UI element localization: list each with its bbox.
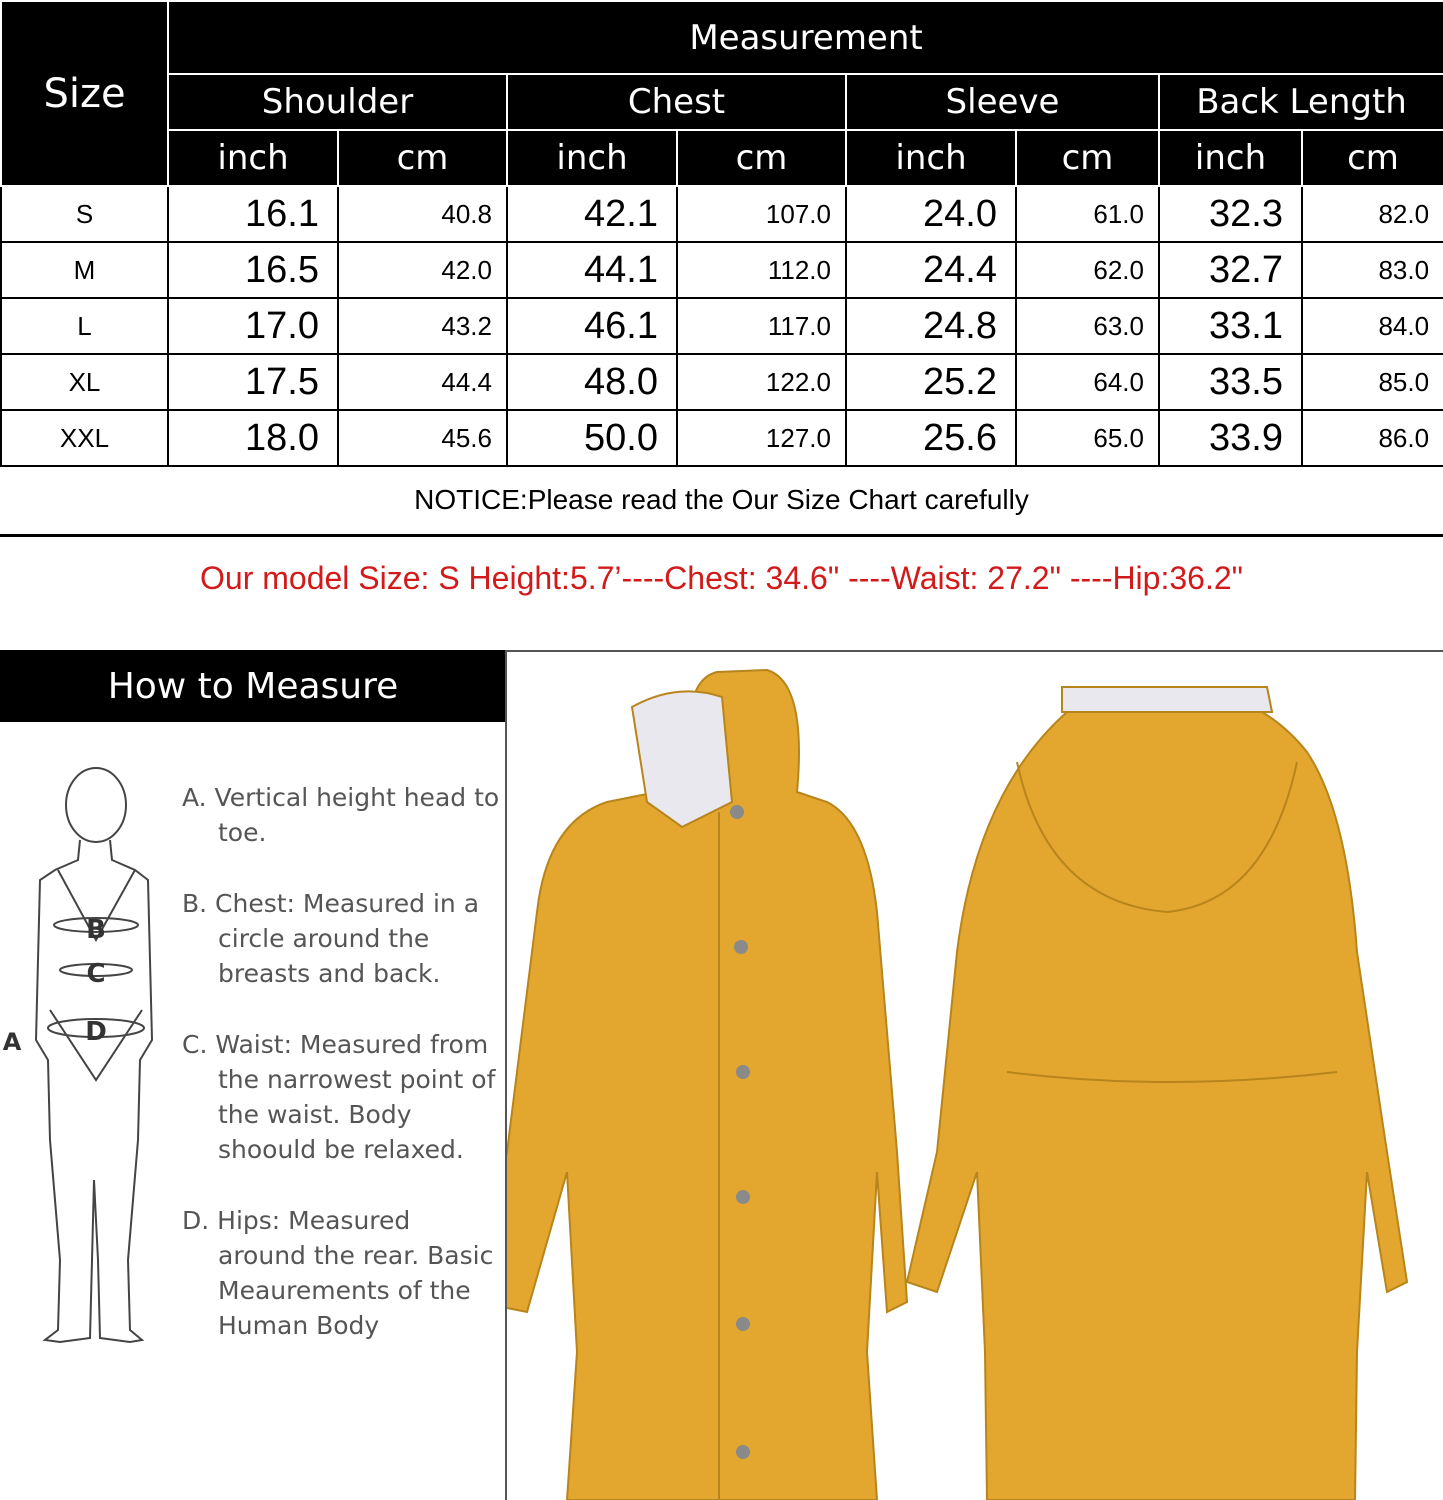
value-cell: 24.4 <box>845 241 1017 299</box>
size-cell: L <box>0 297 169 355</box>
value-cell: 40.8 <box>337 185 508 243</box>
size-table: Size Measurement Shoulder Chest Sleeve Back … <box>0 0 1443 467</box>
value-cell: 33.9 <box>1158 409 1303 467</box>
size-cell: XL <box>0 353 169 411</box>
body-figure-illustration: B C D A <box>3 767 154 1344</box>
measure-instructions: A. Vertical height head to toe. B. Chest… <box>182 780 502 1379</box>
value-cell: 86.0 <box>1300 409 1443 467</box>
group-header-shoulder: Shoulder <box>167 73 508 131</box>
value-cell: 85.0 <box>1300 353 1443 411</box>
value-cell: 17.0 <box>167 297 339 355</box>
value-cell: 32.3 <box>1158 185 1303 243</box>
value-cell: 61.0 <box>1015 185 1160 243</box>
value-cell: 62.0 <box>1015 241 1160 299</box>
value-cell: 83.0 <box>1300 241 1443 299</box>
value-cell: 44.4 <box>337 353 508 411</box>
unit-header: inch <box>167 129 339 187</box>
value-cell: 112.0 <box>676 241 847 299</box>
unit-header: cm <box>676 129 847 187</box>
group-header-sleeve: Sleeve <box>845 73 1160 131</box>
value-cell: 107.0 <box>676 185 847 243</box>
size-cell: M <box>0 241 169 299</box>
value-cell: 42.0 <box>337 241 508 299</box>
value-cell: 64.0 <box>1015 353 1160 411</box>
value-cell: 42.1 <box>506 185 678 243</box>
label-a: A <box>3 1028 22 1056</box>
unit-header: cm <box>1015 129 1160 187</box>
value-cell: 18.0 <box>167 409 339 467</box>
value-cell: 32.7 <box>1158 241 1303 299</box>
unit-header: cm <box>337 129 508 187</box>
table-row: S 16.1 40.8 42.1 107.0 24.0 61.0 32.3 82.0 <box>0 185 1443 243</box>
table-row: M 16.5 42.0 44.1 112.0 24.4 62.0 32.7 83.0 <box>0 241 1443 299</box>
unit-header: inch <box>845 129 1017 187</box>
coat-back-image <box>905 686 1409 1500</box>
value-cell: 65.0 <box>1015 409 1160 467</box>
value-cell: 82.0 <box>1300 185 1443 243</box>
size-cell: S <box>0 185 169 243</box>
value-cell: 16.5 <box>167 241 339 299</box>
value-cell: 43.2 <box>337 297 508 355</box>
unit-header: cm <box>1300 129 1443 187</box>
coat-front-image <box>507 668 909 1500</box>
value-cell: 122.0 <box>676 353 847 411</box>
value-cell: 25.6 <box>845 409 1017 467</box>
raincoat-product-photo <box>507 668 1409 1500</box>
table-row: XL 17.5 44.4 48.0 122.0 25.2 64.0 33.5 85.0 <box>0 353 1443 411</box>
value-cell: 24.0 <box>845 185 1017 243</box>
value-cell: 46.1 <box>506 297 678 355</box>
value-cell: 16.1 <box>167 185 339 243</box>
instruction-d: D. Hips: Measured around the rear. Basic… <box>182 1206 494 1340</box>
instruction-c: C. Waist: Measured from the narrowest po… <box>182 1030 496 1164</box>
value-cell: 117.0 <box>676 297 847 355</box>
value-cell: 45.6 <box>337 409 508 467</box>
label-b: B <box>86 915 106 945</box>
model-info: Our model Size: S Height:5.7’----Chest: … <box>200 560 1243 596</box>
divider <box>506 650 1443 652</box>
table-row: L 17.0 43.2 46.1 117.0 24.8 63.0 33.1 84.0 <box>0 297 1443 355</box>
value-cell: 127.0 <box>676 409 847 467</box>
value-cell: 33.1 <box>1158 297 1303 355</box>
size-cell: XXL <box>0 409 169 467</box>
value-cell: 17.5 <box>167 353 339 411</box>
group-header-chest: Chest <box>506 73 847 131</box>
unit-header: inch <box>506 129 678 187</box>
value-cell: 33.5 <box>1158 353 1303 411</box>
instruction-b: B. Chest: Measured in a circle around th… <box>182 889 480 988</box>
size-header: Size <box>0 0 169 187</box>
value-cell: 48.0 <box>506 353 678 411</box>
value-cell: 44.1 <box>506 241 678 299</box>
label-c: C <box>86 959 105 989</box>
unit-header: inch <box>1158 129 1303 187</box>
value-cell: 24.8 <box>845 297 1017 355</box>
measurement-header: Measurement <box>166 0 1443 75</box>
label-d: D <box>85 1017 107 1047</box>
value-cell: 84.0 <box>1300 297 1443 355</box>
table-row: XXL 18.0 45.6 50.0 127.0 25.6 65.0 33.9 86.0 <box>0 409 1443 467</box>
how-to-measure-title: How to Measure <box>0 650 506 722</box>
value-cell: 25.2 <box>845 353 1017 411</box>
group-header-back-length: Back Length <box>1157 73 1443 131</box>
notice-text: NOTICE:Please read the Our Size Chart ca… <box>0 465 1443 537</box>
instruction-a: A. Vertical height head to toe. <box>182 783 500 847</box>
value-cell: 63.0 <box>1015 297 1160 355</box>
value-cell: 50.0 <box>506 409 678 467</box>
divider <box>505 650 507 1500</box>
